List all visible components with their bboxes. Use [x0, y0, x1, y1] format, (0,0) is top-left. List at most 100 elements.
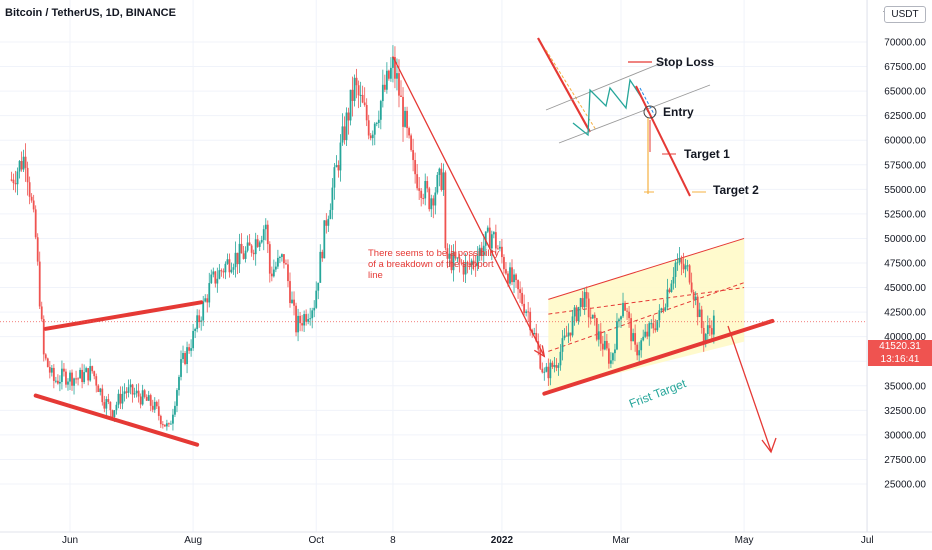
- candle-body: [116, 405, 118, 410]
- candle-body: [701, 310, 703, 328]
- candle-body: [172, 415, 174, 424]
- candle-body: [396, 73, 398, 79]
- candle-body: [562, 338, 564, 352]
- candle-body: [596, 318, 598, 340]
- candle-body: [362, 95, 364, 103]
- candle-body: [683, 264, 685, 270]
- candle-body: [210, 275, 212, 284]
- candle-body: [699, 310, 701, 317]
- candle-body: [81, 370, 83, 382]
- candle-body: [297, 316, 299, 332]
- candle-body: [556, 365, 558, 368]
- candle-body: [523, 304, 525, 313]
- candle-body: [553, 365, 555, 367]
- candle-body: [289, 281, 291, 303]
- time-tick-label: Mar: [612, 535, 630, 546]
- candle-body: [55, 381, 57, 382]
- candle-body: [293, 300, 295, 306]
- candle-body: [428, 188, 430, 209]
- candle-body: [644, 332, 646, 337]
- candle-body: [73, 378, 75, 385]
- candle-body: [564, 336, 566, 339]
- candle-body: [140, 397, 142, 405]
- price-tick-label: 45000.00: [884, 283, 926, 294]
- price-tick-label: 52500.00: [884, 209, 926, 220]
- candle-body: [158, 406, 160, 416]
- candle-body: [301, 323, 303, 325]
- candle-body: [243, 253, 245, 259]
- candle-body: [319, 252, 321, 283]
- candle-body: [370, 135, 372, 138]
- candle-body: [406, 111, 408, 128]
- candle-body: [354, 78, 356, 101]
- candle-body: [410, 135, 412, 150]
- candle-body: [707, 325, 709, 334]
- candle-body: [713, 316, 715, 335]
- candle-body: [624, 303, 626, 311]
- candle-body: [648, 323, 650, 336]
- time-axis[interactable]: Jun Aug Oct 8 2022 Mar May Jul: [0, 532, 932, 546]
- price-tick-label: 47500.00: [884, 259, 926, 270]
- candle-body: [196, 315, 198, 329]
- candle-body: [350, 90, 352, 121]
- candle-body: [388, 71, 390, 79]
- candle-body: [218, 270, 220, 279]
- candle-body: [194, 329, 196, 331]
- candle-body: [622, 303, 624, 316]
- candle-body: [225, 264, 227, 272]
- candle-body: [558, 365, 560, 368]
- candle-body: [111, 410, 113, 417]
- candle-body: [438, 169, 440, 175]
- candle-body: [93, 371, 95, 376]
- candle-body: [71, 373, 73, 386]
- candle-body: [154, 402, 156, 410]
- candle-body: [356, 78, 358, 85]
- candle-body: [43, 319, 45, 354]
- ascending-channel: [548, 238, 744, 390]
- candle-body: [11, 180, 13, 181]
- candle-body: [166, 423, 168, 426]
- candle-body: [198, 315, 200, 322]
- candle-body: [148, 395, 150, 401]
- candle-body: [346, 113, 348, 141]
- candle-body: [138, 391, 140, 397]
- candle-body: [408, 128, 410, 135]
- candle-body: [253, 253, 255, 254]
- candle-body: [178, 377, 180, 390]
- candle-body: [549, 363, 551, 378]
- candle-body: [685, 265, 687, 269]
- time-tick-label: 8: [390, 535, 396, 546]
- candle-body: [412, 150, 414, 160]
- candle-body: [89, 366, 91, 380]
- candle-body: [214, 271, 216, 283]
- candle-body: [541, 369, 543, 373]
- candle-body: [677, 262, 679, 263]
- price-tick-label: 62500.00: [884, 111, 926, 122]
- candle-body: [311, 310, 313, 318]
- candle-body: [99, 389, 101, 392]
- candle-body: [687, 265, 689, 266]
- candle-body: [120, 394, 122, 404]
- candle-body: [45, 354, 47, 358]
- candle-body: [600, 331, 602, 343]
- candle-body: [287, 264, 289, 281]
- candle-body: [237, 253, 239, 264]
- candle-body: [626, 311, 628, 312]
- candle-body: [521, 293, 523, 304]
- candle-body: [105, 399, 107, 409]
- candle-body: [267, 225, 269, 244]
- candle-body: [525, 311, 527, 312]
- candle-body: [390, 68, 392, 79]
- candle-body: [291, 300, 293, 303]
- candle-body: [590, 317, 592, 318]
- candle-body: [49, 367, 51, 373]
- candle-body: [216, 279, 218, 284]
- candle-body: [227, 259, 229, 264]
- currency-selector[interactable]: USDT: [884, 6, 926, 23]
- price-tick-label: 50000.00: [884, 234, 926, 245]
- candle-body: [442, 172, 444, 190]
- candle-body: [182, 353, 184, 359]
- price-axis[interactable]: 70000.00 67500.00 65000.00 62500.00 60000.00…: [867, 0, 926, 532]
- candle-body: [128, 387, 130, 393]
